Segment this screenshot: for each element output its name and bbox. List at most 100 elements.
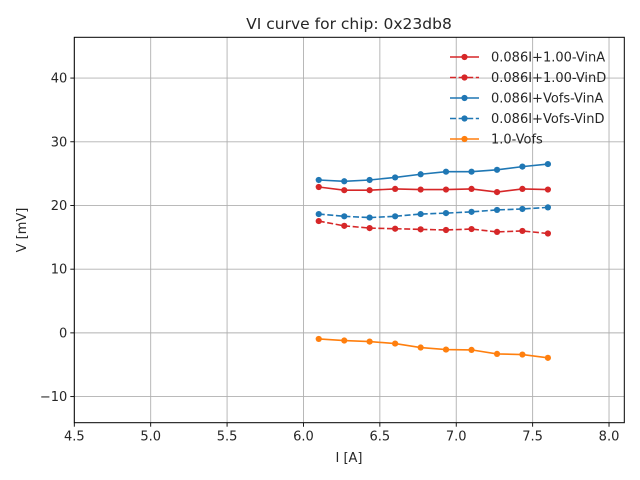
legend-item: 1.0-Vofs <box>450 133 543 148</box>
data-point <box>519 185 526 193</box>
data-point <box>417 210 424 218</box>
data-point <box>519 351 526 358</box>
data-point <box>366 224 373 232</box>
legend-item: 0.086I+Vofs-VinD <box>450 112 605 127</box>
legend-label: 0.086I+Vofs-VinA <box>491 92 604 107</box>
x-axis-ticks: 4.5 5.0 5.5 6.0 6.5 7.0 7.5 8.0 <box>64 422 620 445</box>
data-point <box>341 187 348 194</box>
data-point <box>493 166 501 173</box>
grid <box>73 37 625 423</box>
data-point <box>519 205 526 213</box>
legend-marker-icon <box>461 135 468 143</box>
data-point <box>392 213 399 220</box>
data-point <box>392 340 399 347</box>
series-4 <box>315 335 552 361</box>
data-point <box>544 160 552 168</box>
data-point <box>468 208 475 215</box>
y-tick-label: 0 <box>59 326 67 341</box>
data-point <box>366 214 373 221</box>
data-point <box>493 188 501 196</box>
y-tick-label: −10 <box>40 390 67 405</box>
data-point <box>442 346 450 353</box>
data-point <box>442 226 450 234</box>
data-point <box>417 226 424 233</box>
data-point <box>544 204 552 211</box>
data-point <box>493 206 501 214</box>
data-point <box>544 186 552 193</box>
series-line <box>318 206 548 219</box>
series-line <box>318 220 548 235</box>
x-tick-label: 7.0 <box>446 430 467 445</box>
y-tick-label: 10 <box>51 263 68 278</box>
x-axis-label: I [A] <box>335 451 362 466</box>
data-point <box>366 176 373 184</box>
plot-frame <box>73 36 625 424</box>
data-point <box>493 350 501 358</box>
x-tick-label: 6.5 <box>370 430 391 445</box>
data-point <box>417 186 424 193</box>
legend-marker-icon <box>461 53 468 61</box>
data-point <box>392 225 399 232</box>
data-point <box>315 176 322 184</box>
y-tick-label: 30 <box>51 135 68 150</box>
series-0 <box>315 183 552 196</box>
data-point <box>442 186 450 193</box>
data-point <box>417 171 424 178</box>
data-point <box>442 210 450 217</box>
legend-marker-icon <box>461 74 468 81</box>
data-point <box>341 222 348 229</box>
x-tick-label: 7.5 <box>522 430 543 445</box>
data-point <box>341 178 348 185</box>
data-point <box>392 174 399 181</box>
legend-label: 0.086I+1.00-VinA <box>491 51 605 66</box>
legend-marker-icon <box>461 94 468 102</box>
legend-label: 0.086I+Vofs-VinD <box>491 112 605 127</box>
legend-marker-icon <box>461 115 468 122</box>
data-point <box>341 213 348 220</box>
data-point <box>468 225 475 233</box>
series-group <box>315 160 552 361</box>
data-point <box>366 187 373 194</box>
series-line <box>318 186 548 193</box>
data-point <box>315 217 322 225</box>
data-point <box>468 168 475 175</box>
y-tick-label: 40 <box>51 72 68 87</box>
data-point <box>544 230 552 237</box>
data-point <box>544 354 552 361</box>
data-point <box>392 185 399 193</box>
chart-title: VI curve for chip: 0x23db8 <box>246 15 452 33</box>
series-1 <box>315 217 552 237</box>
x-tick-label: 4.5 <box>64 430 85 445</box>
legend-item: 0.086I+1.00-VinD <box>450 71 606 86</box>
data-point <box>417 344 424 351</box>
legend-label: 1.0-Vofs <box>491 133 543 148</box>
data-point <box>519 227 526 235</box>
data-point <box>315 183 322 191</box>
data-point <box>519 163 526 170</box>
data-point <box>341 337 348 344</box>
legend-label: 0.086I+1.00-VinD <box>491 71 606 86</box>
legend-item: 0.086I+Vofs-VinA <box>450 92 604 107</box>
x-tick-label: 8.0 <box>599 430 620 445</box>
data-point <box>442 168 450 175</box>
legend-item: 0.086I+1.00-VinA <box>450 51 605 66</box>
legend: 0.086I+1.00-VinA 0.086I+1.00-VinD 0.086I+V… <box>450 51 606 148</box>
data-point <box>468 185 475 193</box>
data-point <box>493 228 501 236</box>
data-point <box>315 210 322 218</box>
data-point <box>468 346 475 353</box>
data-point <box>315 335 322 343</box>
y-axis-label: V [mV] <box>15 208 30 253</box>
y-axis-ticks: −10 0 10 20 30 40 <box>40 72 75 405</box>
x-tick-label: 6.0 <box>293 430 314 445</box>
series-3 <box>315 204 552 221</box>
data-point <box>366 338 373 345</box>
y-tick-label: 20 <box>51 199 68 214</box>
series-line <box>318 163 548 183</box>
x-tick-label: 5.5 <box>217 430 238 445</box>
x-tick-label: 5.0 <box>140 430 161 445</box>
series-2 <box>315 160 552 185</box>
series-line <box>318 338 549 359</box>
